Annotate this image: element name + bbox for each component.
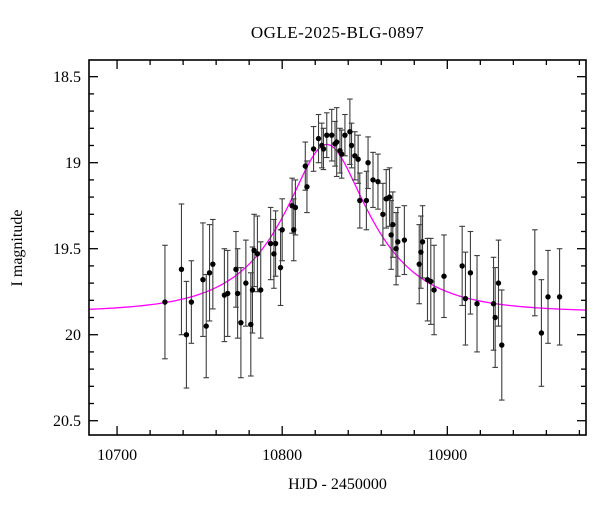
data-point [538, 330, 545, 336]
data-point [474, 301, 480, 307]
data-point [238, 319, 244, 326]
data-point [388, 232, 394, 238]
data-point [441, 273, 447, 279]
data-point [338, 151, 345, 157]
data-point [315, 135, 322, 142]
data-point [271, 251, 277, 257]
y-axis-label: I magnitude [9, 210, 26, 287]
data-point [365, 159, 371, 166]
data-point [352, 153, 358, 159]
data-point [291, 227, 297, 233]
data-point [390, 221, 396, 228]
data-point [251, 247, 257, 254]
data-point [304, 184, 310, 190]
data-point [210, 261, 216, 267]
y-tick-label: 20 [65, 327, 81, 344]
data-point [310, 146, 317, 152]
error-bars [162, 98, 563, 401]
data-point [499, 342, 505, 348]
data-point [279, 227, 285, 233]
data-point [490, 301, 497, 307]
data-point [320, 146, 327, 152]
data-point [467, 270, 474, 276]
data-point [532, 270, 538, 276]
data-point [200, 276, 206, 283]
x-tick-label: 10900 [427, 447, 467, 464]
data-point [233, 266, 239, 273]
model-curve [88, 143, 587, 311]
data-point [162, 299, 168, 305]
plot-frame [88, 59, 587, 436]
y-tick-label: 18.5 [53, 69, 81, 86]
x-axis-label: HJD - 2450000 [288, 476, 387, 493]
data-point [224, 290, 231, 297]
data-point [556, 294, 563, 300]
data-point [292, 204, 299, 211]
data-point [267, 240, 274, 247]
data-point [431, 287, 437, 293]
data-point [462, 295, 469, 302]
data-point [545, 294, 551, 300]
data-point [393, 246, 399, 252]
y-tick-label: 19.5 [53, 241, 81, 258]
data-point [492, 314, 498, 321]
data-point [419, 239, 426, 245]
chart-title: OGLE-2025-BLG-0897 [251, 23, 424, 42]
data-point [243, 280, 249, 286]
data-point [459, 263, 465, 269]
data-point [401, 237, 408, 243]
data-point [234, 290, 241, 297]
data-point [355, 156, 361, 162]
data-point [348, 142, 355, 149]
data-point [178, 266, 185, 273]
data-point [495, 280, 502, 286]
axis-ticks [89, 60, 586, 435]
x-tick-label: 10800 [262, 447, 302, 464]
data-point [254, 251, 261, 257]
data-point [206, 270, 213, 276]
data-point [395, 239, 401, 245]
data-point [370, 177, 376, 183]
data-point [203, 323, 209, 329]
x-tick-label: 10700 [97, 447, 137, 464]
data-point [272, 240, 279, 247]
data-point [342, 132, 348, 138]
data-point [249, 287, 256, 293]
data-point [183, 332, 190, 338]
data-point [329, 132, 335, 138]
data-point [418, 249, 424, 255]
data-point [375, 178, 381, 185]
data-point [188, 299, 195, 305]
y-tick-label: 20.5 [53, 413, 81, 430]
data-point [357, 197, 363, 204]
data-point [347, 129, 353, 135]
data-point [416, 261, 422, 267]
model-light-curve [88, 143, 587, 311]
data-points [162, 129, 563, 348]
data-point [324, 132, 330, 138]
data-point [380, 211, 386, 218]
data-point [248, 321, 254, 328]
tick-labels: 10700 10800 10900 18.5 19 19.5 20 20.5 [53, 69, 467, 464]
data-point [277, 264, 284, 271]
data-point [428, 278, 434, 285]
data-point [333, 139, 340, 145]
data-point [386, 194, 393, 200]
data-point [258, 287, 264, 293]
data-point [363, 197, 370, 204]
data-point [302, 163, 309, 169]
y-tick-label: 19 [65, 155, 81, 172]
